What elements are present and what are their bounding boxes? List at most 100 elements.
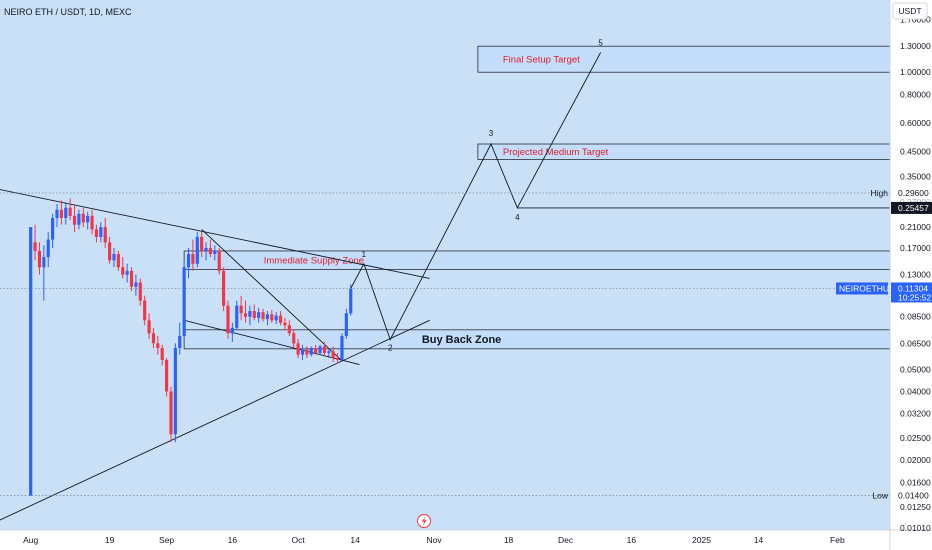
candle-body <box>340 335 344 360</box>
time-axis[interactable] <box>0 530 890 550</box>
candle-body <box>314 348 318 353</box>
candle-body <box>305 349 309 355</box>
trend-lines-layer <box>0 189 430 521</box>
currency-button[interactable] <box>892 2 928 20</box>
candle-body <box>213 250 217 254</box>
candle-body <box>99 227 103 237</box>
low-value: 0.01400 <box>898 491 929 501</box>
zone-label-3: Buy Back Zone <box>422 334 501 346</box>
candle-body <box>309 348 313 355</box>
candle-body <box>86 215 90 223</box>
candle-body <box>287 325 291 334</box>
y-tick-label: 0.21000 <box>900 222 931 232</box>
level-4-value: 0.25457 <box>898 203 929 213</box>
candle-body <box>270 314 274 321</box>
candle-body <box>143 300 147 321</box>
candle-body <box>226 305 230 334</box>
candle-body <box>90 215 94 230</box>
candle-body <box>59 209 63 219</box>
y-tick-label: 0.13000 <box>900 270 931 280</box>
candle-body <box>173 348 177 435</box>
candle-body <box>300 349 305 355</box>
candle-body <box>125 270 129 275</box>
y-tick-label: 0.45000 <box>900 146 931 156</box>
y-ticks: 1.70000 1.30000 1.00000 0.80000 0.60000 0.450… <box>900 15 931 533</box>
candle-body <box>112 253 116 261</box>
candle-body <box>151 333 156 344</box>
level-4-value-bg <box>891 201 932 214</box>
candle-body <box>208 247 213 254</box>
high-value: 0.29600 <box>898 188 929 198</box>
candle-body <box>178 335 182 349</box>
candle-body <box>257 312 261 318</box>
candle-body <box>292 333 296 344</box>
candle-body <box>51 218 55 240</box>
levels-layer <box>0 192 890 496</box>
candle-body <box>222 270 226 306</box>
candle-body <box>252 311 256 318</box>
y-tick-label: 0.35000 <box>900 171 931 181</box>
trend-line-lower-support <box>0 319 430 521</box>
projection-path <box>350 52 601 341</box>
y-tick-label: 0.04000 <box>900 386 931 396</box>
candle-body <box>138 282 142 301</box>
candle-body <box>327 351 331 353</box>
zone-label-1: Projected Medium Target <box>503 147 609 158</box>
candle-body <box>33 242 37 251</box>
price-axis[interactable] <box>890 0 932 550</box>
x-tick-label: 16 <box>627 535 637 545</box>
y-tick-label: 1.30000 <box>900 41 931 51</box>
candle-body <box>81 213 85 223</box>
x-tick-label: Sep <box>159 535 174 545</box>
symbol-tag: NEIROETHUSDT <box>839 283 906 293</box>
zone-0[interactable] <box>477 45 891 73</box>
candle-body <box>72 215 77 225</box>
wave-label-2: 2 <box>388 344 393 353</box>
candle-body <box>344 313 348 336</box>
candle-body <box>261 312 265 320</box>
candles-layer <box>29 198 353 496</box>
y-tick-label: 0.60000 <box>900 118 931 128</box>
current-value: 0.11304 <box>898 283 928 293</box>
candle-body <box>200 236 204 251</box>
currency-label: USDT <box>898 6 921 16</box>
y-tick-label: 0.05000 <box>900 364 931 374</box>
candle-body <box>186 253 191 268</box>
candle-body <box>235 305 239 328</box>
projection-layer: 1 2 3 4 5 <box>350 39 603 353</box>
candle-body <box>147 320 151 334</box>
candle-body <box>182 267 186 336</box>
candle-body <box>279 315 283 323</box>
candle-body <box>29 227 33 496</box>
x-tick-label: Aug <box>23 535 38 545</box>
x-tick-label: 18 <box>504 535 514 545</box>
candle-body <box>191 253 195 264</box>
zone-label-0: Final Setup Target <box>503 55 580 66</box>
candle-body <box>103 227 107 243</box>
y-tick-label: 0.06500 <box>900 338 931 348</box>
y-tick-label: 1.70000 <box>900 15 931 25</box>
wave-label-4: 4 <box>515 213 520 222</box>
candle-body <box>64 207 68 219</box>
candle-body <box>318 346 322 353</box>
x-tick-label: 14 <box>350 535 360 545</box>
candle-body <box>265 314 270 320</box>
x-tick-label: 2025 <box>692 535 711 545</box>
current-tag-bg <box>891 282 932 303</box>
candle-body <box>165 359 169 392</box>
candle-body <box>94 229 99 237</box>
candle-body <box>77 213 81 225</box>
candle-body <box>156 343 160 349</box>
trend-line-wedge-upper <box>201 229 343 362</box>
candle-body <box>116 253 120 268</box>
wave-label-5: 5 <box>598 39 603 48</box>
candle-body <box>68 207 72 216</box>
countdown: 10:25:52 <box>898 292 931 302</box>
y-tick-label: 0.02500 <box>900 433 931 443</box>
candle-body <box>134 282 138 287</box>
candle-body <box>204 247 208 251</box>
y-tick-label: 0.80000 <box>900 89 931 99</box>
lightning-icon[interactable] <box>417 514 431 528</box>
candle-body <box>42 257 46 268</box>
